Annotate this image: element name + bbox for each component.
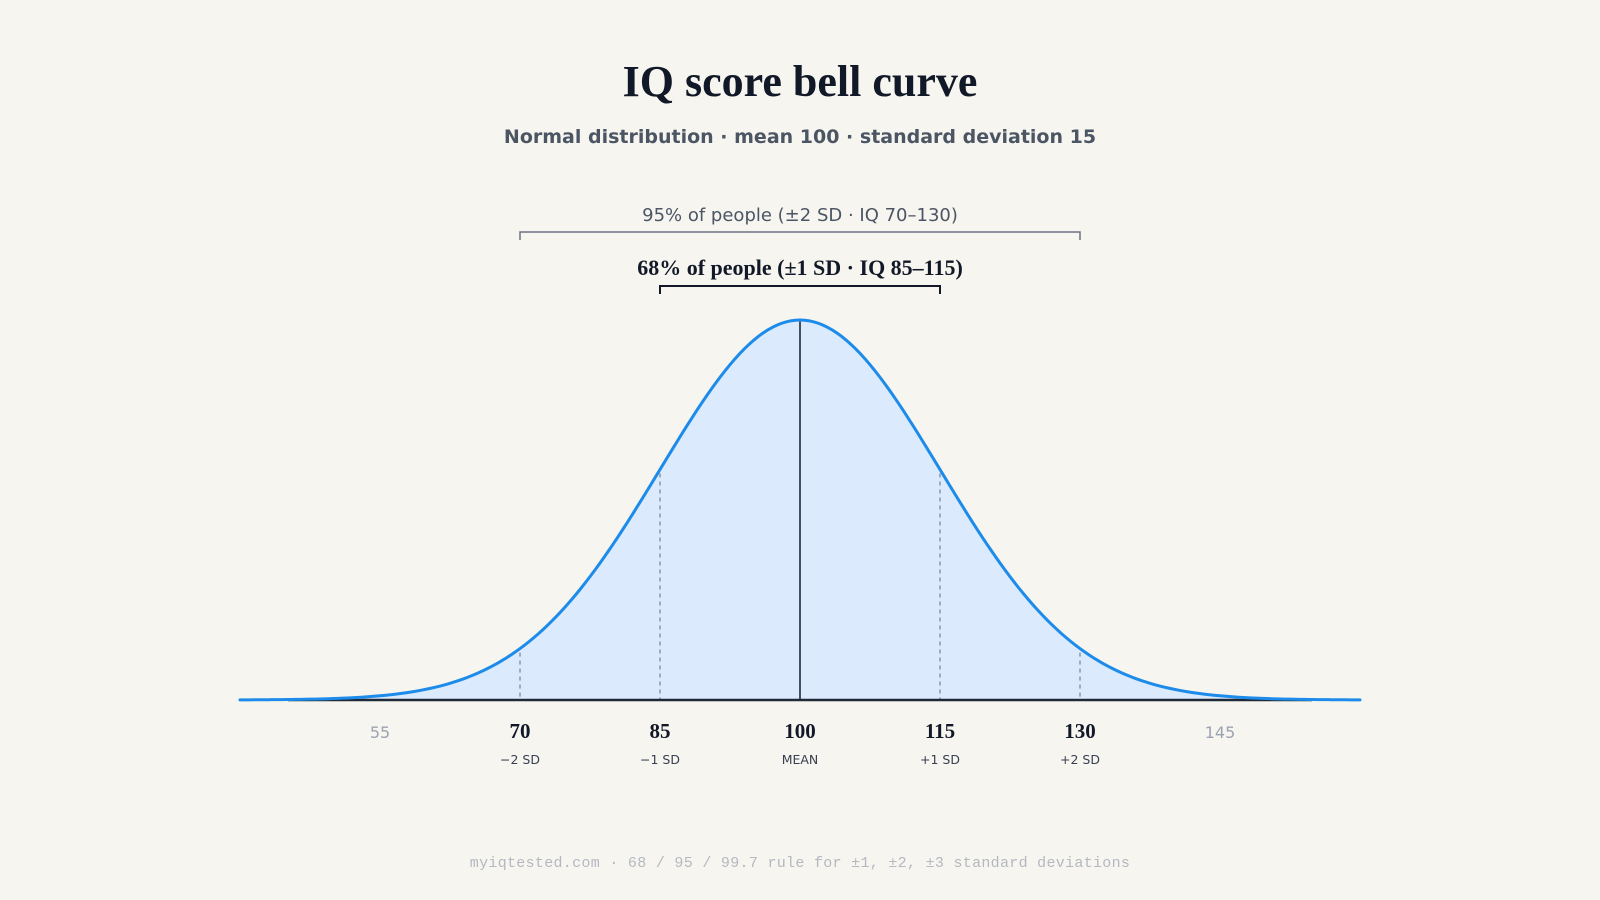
chart-title: IQ score bell curve	[622, 57, 978, 106]
tick-sublabel-115: +1 SD	[920, 752, 960, 767]
range-brackets: 95% of people (±2 SD · IQ 70–130) 68% of …	[519, 205, 1081, 294]
tick-label-145: 145	[1205, 723, 1236, 742]
tick-label-130: 130	[1064, 719, 1096, 743]
tick-label-100: 100	[784, 719, 816, 743]
tick-label-55: 55	[370, 723, 390, 742]
x-axis-ticks: 55 70 −2 SD 85 −1 SD 100 MEAN 115 +1 SD 130 +2 SD 1…	[370, 719, 1235, 767]
chart-subtitle: Normal distribution · mean 100 · standar…	[503, 126, 1097, 148]
tick-label-70: 70	[510, 719, 531, 743]
tick-label-85: 85	[650, 719, 671, 743]
tick-sublabel-70: −2 SD	[500, 752, 540, 767]
bracket-label-70-130: 95% of people (±2 SD · IQ 70–130)	[642, 205, 958, 226]
bracket-85-115	[659, 285, 941, 294]
tick-sublabel-85: −1 SD	[640, 752, 680, 767]
tick-label-115: 115	[925, 719, 955, 743]
tick-sublabel-130: +2 SD	[1060, 752, 1100, 767]
bell-curve-line	[238, 318, 1362, 702]
tick-sublabel-100: MEAN	[782, 752, 819, 767]
footer-note: myiqtested.com · 68 / 95 / 99.7 rule for…	[469, 855, 1131, 872]
sd-marker-lines	[519, 473, 1081, 700]
bracket-70-130	[519, 231, 1081, 240]
bracket-label-85-115: 68% of people (±1 SD · IQ 85–115)	[637, 255, 963, 280]
